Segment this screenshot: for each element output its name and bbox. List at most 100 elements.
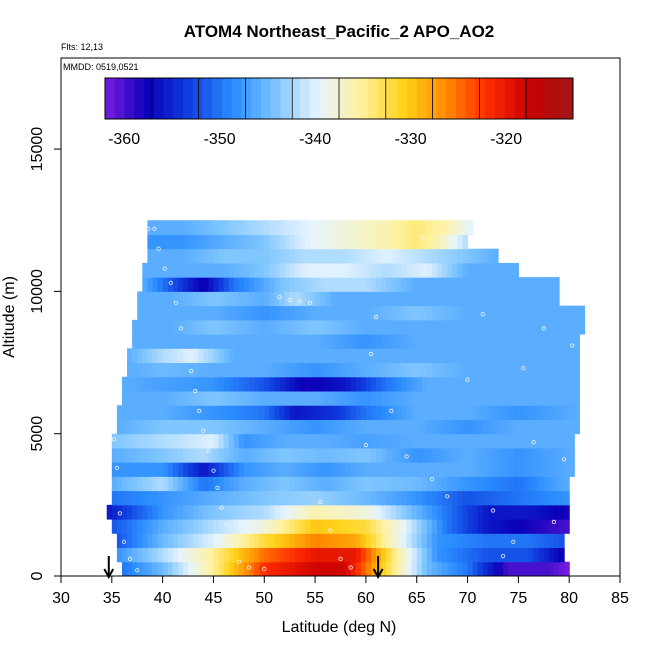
colorbar-segment (427, 78, 437, 119)
heatmap-cell (142, 391, 148, 406)
heatmap-cell (523, 306, 529, 321)
heatmap-cell (351, 306, 357, 321)
heatmap-cell (447, 519, 453, 534)
heatmap-cell (173, 462, 179, 477)
heatmap-cell (254, 234, 260, 249)
heatmap-cell (203, 548, 209, 563)
heatmap-cell (254, 320, 260, 335)
heatmap-cell (468, 419, 474, 434)
heatmap-cell (330, 505, 336, 520)
heatmap-cell (361, 548, 367, 563)
heatmap-cell (457, 277, 463, 292)
heatmap-cell (234, 491, 240, 506)
heatmap-cell (330, 448, 336, 463)
colorbar-segment (368, 78, 378, 119)
heatmap-cell (239, 249, 245, 264)
heatmap-cell (208, 263, 214, 278)
heatmap-layer (147, 220, 473, 235)
heatmap-cell (371, 249, 377, 264)
heatmap-cell (564, 562, 570, 577)
heatmap-cell (549, 462, 555, 477)
heatmap-cell (483, 334, 489, 349)
heatmap-cell (203, 448, 209, 463)
heatmap-cell (366, 562, 372, 577)
heatmap-cell (117, 405, 123, 420)
heatmap-cell (391, 277, 397, 292)
heatmap-cell (574, 334, 580, 349)
heatmap-cell (498, 405, 504, 420)
heatmap-cell (559, 491, 565, 506)
heatmap-cell (315, 505, 321, 520)
colorbar-segment (251, 78, 261, 119)
heatmap-cell (198, 291, 204, 306)
heatmap-cell (127, 448, 133, 463)
heatmap-cell (366, 533, 372, 548)
heatmap-cell (371, 363, 377, 378)
heatmap-cell (274, 434, 280, 449)
heatmap-cell (244, 391, 250, 406)
heatmap-cell (310, 462, 316, 477)
heatmap-cell (234, 391, 240, 406)
heatmap-cell (203, 405, 209, 420)
flight-arrow-marker (104, 556, 113, 577)
heatmap-cell (442, 519, 448, 534)
heatmap-cell (264, 234, 270, 249)
heatmap-cell (539, 348, 545, 363)
heatmap-cell (269, 220, 275, 235)
heatmap-cell (366, 548, 372, 563)
heatmap-cell (112, 519, 118, 534)
heatmap-cell (341, 476, 347, 491)
heatmap-cell (274, 391, 280, 406)
heatmap-cell (183, 334, 189, 349)
heatmap-cell (315, 476, 321, 491)
heatmap-cell (208, 234, 214, 249)
heatmap-cell (442, 476, 448, 491)
heatmap-cell (417, 320, 423, 335)
heatmap-cell (219, 263, 225, 278)
colorbar-tick-label: -340 (299, 131, 331, 148)
heatmap-cell (183, 277, 189, 292)
heatmap-cell (249, 448, 255, 463)
heatmap-cell (462, 306, 468, 321)
heatmap-cell (478, 291, 484, 306)
heatmap-cell (361, 291, 367, 306)
heatmap-cell (391, 263, 397, 278)
heatmap-cell (513, 277, 519, 292)
heatmap-cell (407, 548, 413, 563)
heatmap-cell (259, 391, 265, 406)
heatmap-cell (335, 419, 341, 434)
heatmap-cell (213, 491, 219, 506)
heatmap-cell (523, 562, 529, 577)
heatmap-cell (483, 562, 489, 577)
heatmap-cell (259, 405, 265, 420)
heatmap-cell (305, 334, 311, 349)
heatmap-cell (564, 434, 570, 449)
heatmap-cell (549, 377, 555, 392)
heatmap-layer (122, 562, 570, 577)
heatmap-cell (310, 405, 316, 420)
heatmap-cell (198, 462, 204, 477)
heatmap-cell (158, 505, 164, 520)
heatmap-cell (386, 306, 392, 321)
colorbar-segment (339, 78, 349, 119)
x-tick-label: 70 (459, 590, 477, 607)
heatmap-cell (310, 363, 316, 378)
heatmap-cell (356, 306, 362, 321)
heatmap-cell (346, 220, 352, 235)
x-tick-label: 60 (357, 590, 375, 607)
heatmap-cell (142, 363, 148, 378)
heatmap-cell (280, 234, 286, 249)
heatmap-cell (229, 405, 235, 420)
heatmap-cell (198, 476, 204, 491)
heatmap-cell (427, 434, 433, 449)
x-tick-label: 45 (205, 590, 223, 607)
heatmap-cell (549, 320, 555, 335)
heatmap-cell (346, 533, 352, 548)
heatmap-cell (203, 533, 209, 548)
heatmap-cell (417, 462, 423, 477)
heatmap-cell (285, 405, 291, 420)
heatmap-cell (371, 419, 377, 434)
heatmap-cell (529, 377, 535, 392)
heatmap-cell (503, 291, 509, 306)
heatmap-cell (168, 448, 174, 463)
